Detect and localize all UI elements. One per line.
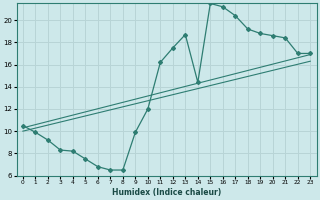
X-axis label: Humidex (Indice chaleur): Humidex (Indice chaleur) [112,188,221,197]
